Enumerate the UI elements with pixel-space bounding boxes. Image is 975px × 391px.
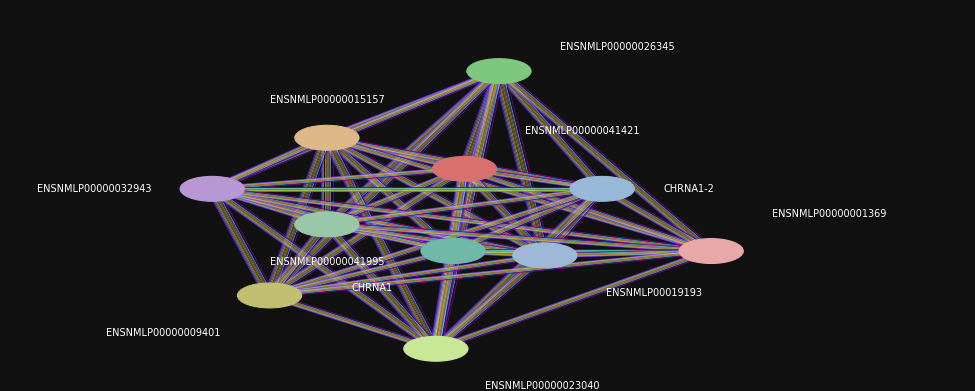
Text: ENSNMLP00019193: ENSNMLP00019193 (605, 288, 702, 298)
Text: CHRNA1: CHRNA1 (351, 283, 392, 294)
Circle shape (570, 176, 635, 201)
Text: CHRNA1-2: CHRNA1-2 (663, 184, 714, 194)
Circle shape (404, 336, 468, 361)
Text: ENSNMLP00000026345: ENSNMLP00000026345 (560, 42, 675, 52)
Text: ENSNMLP00000001369: ENSNMLP00000001369 (772, 209, 886, 219)
Circle shape (294, 125, 359, 150)
Circle shape (238, 283, 301, 308)
Text: ENSNMLP00000041421: ENSNMLP00000041421 (526, 126, 640, 136)
Text: ENSNMLP00000023040: ENSNMLP00000023040 (486, 381, 600, 391)
Text: ENSNMLP00000015157: ENSNMLP00000015157 (269, 95, 384, 105)
Circle shape (433, 156, 496, 181)
Circle shape (421, 239, 486, 264)
Circle shape (467, 59, 531, 84)
Circle shape (294, 212, 359, 237)
Text: ENSNMLP00000009401: ENSNMLP00000009401 (106, 328, 220, 338)
Text: ENSNMLP00000032943: ENSNMLP00000032943 (37, 184, 151, 194)
Circle shape (679, 239, 743, 264)
Text: ENSNMLP00000041995: ENSNMLP00000041995 (270, 257, 384, 267)
Circle shape (513, 243, 577, 268)
Circle shape (180, 176, 245, 201)
